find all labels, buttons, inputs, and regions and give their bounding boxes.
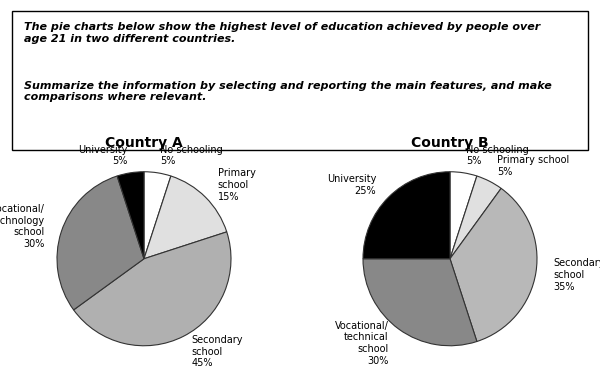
Text: No schooling
5%: No schooling 5% (466, 145, 529, 166)
Wedge shape (450, 172, 477, 259)
Wedge shape (363, 172, 450, 259)
Text: Vocational/
technical
school
30%: Vocational/ technical school 30% (335, 321, 389, 366)
Text: Primary
school
15%: Primary school 15% (218, 168, 256, 201)
Text: Primary school
5%: Primary school 5% (497, 155, 569, 177)
Title: Country B: Country B (411, 136, 489, 150)
Text: Secondary
school
45%: Secondary school 45% (191, 335, 243, 368)
Text: The pie charts below show the highest level of education achieved by people over: The pie charts below show the highest le… (23, 22, 540, 44)
Title: Country A: Country A (105, 136, 183, 150)
Wedge shape (450, 176, 501, 259)
Text: Vocational/
technology
school
30%: Vocational/ technology school 30% (0, 204, 45, 249)
Wedge shape (57, 176, 144, 310)
Text: University
25%: University 25% (327, 174, 376, 196)
Text: Secondary
school
35%: Secondary school 35% (553, 258, 600, 292)
Wedge shape (363, 259, 477, 346)
Wedge shape (450, 188, 537, 342)
Text: No schooling
5%: No schooling 5% (160, 145, 223, 166)
Wedge shape (144, 172, 171, 259)
Text: Summarize the information by selecting and reporting the main features, and make: Summarize the information by selecting a… (23, 81, 551, 102)
Text: University
5%: University 5% (78, 145, 128, 166)
FancyBboxPatch shape (12, 11, 588, 150)
Wedge shape (117, 172, 144, 259)
Wedge shape (74, 232, 231, 346)
Wedge shape (144, 176, 227, 259)
